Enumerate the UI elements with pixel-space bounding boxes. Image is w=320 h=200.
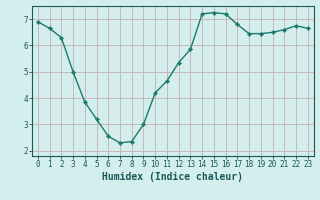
X-axis label: Humidex (Indice chaleur): Humidex (Indice chaleur) [102, 172, 243, 182]
